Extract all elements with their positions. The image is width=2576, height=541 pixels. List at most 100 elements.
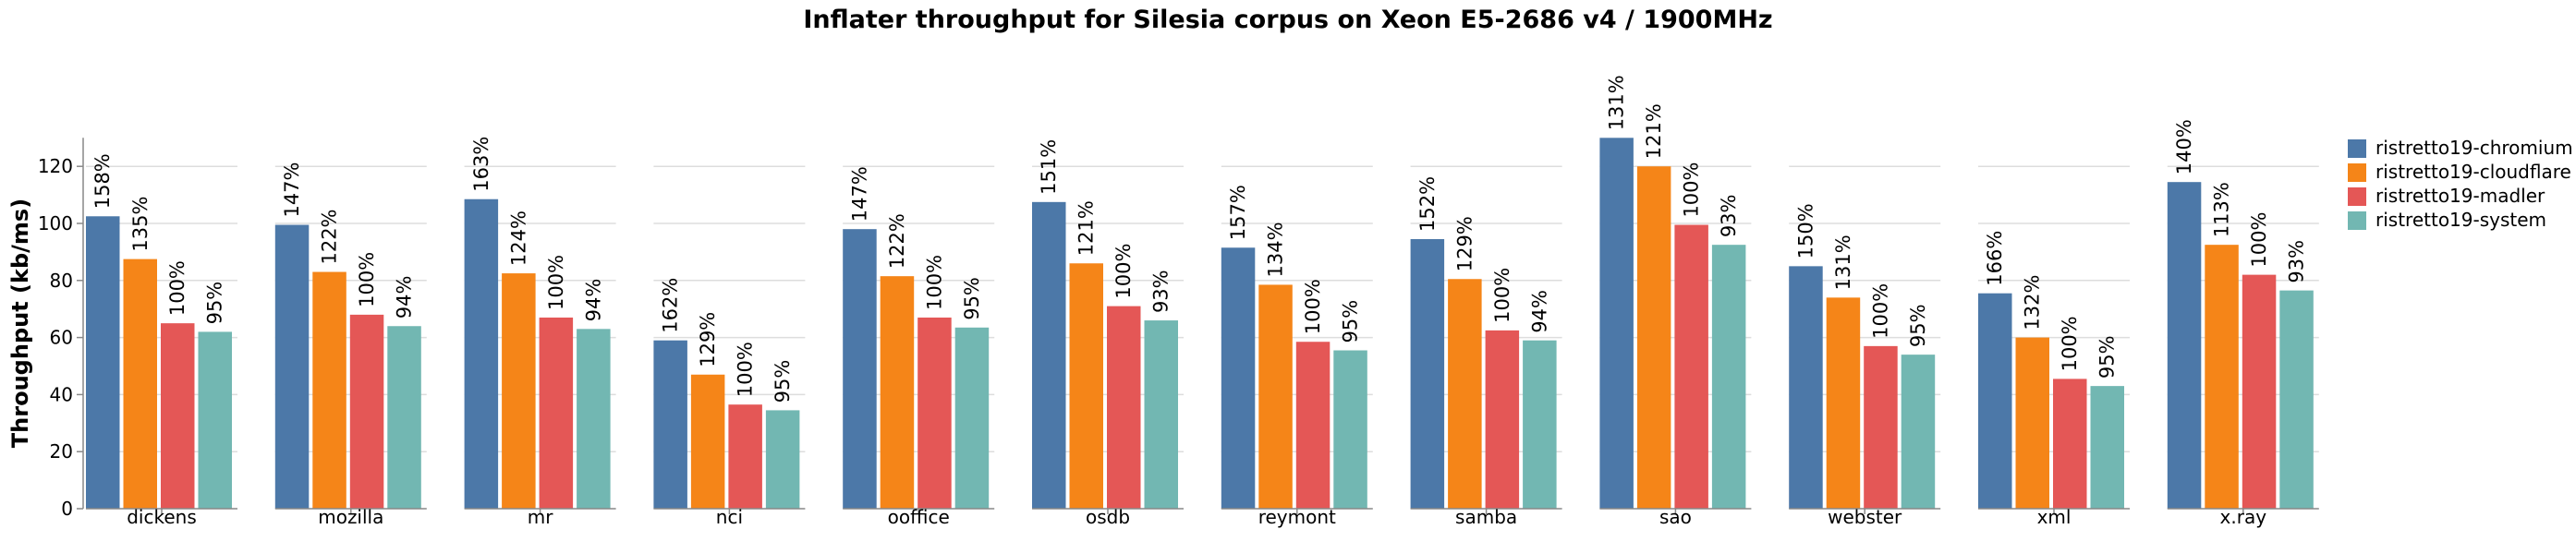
- bar-value-label: 100%: [2248, 212, 2270, 268]
- bar: [349, 314, 384, 509]
- bar-value-label: 124%: [507, 210, 529, 266]
- bar-value-label: 94%: [582, 279, 604, 322]
- category-label: webster: [1828, 506, 1902, 528]
- bar-value-label: 100%: [1681, 162, 1703, 217]
- bar-value-label: 129%: [697, 312, 719, 367]
- y-tick-label: 60: [50, 327, 73, 349]
- legend-label: ristretto19-chromium: [2376, 137, 2573, 159]
- bar: [765, 410, 800, 509]
- bar: [577, 329, 611, 509]
- bar: [2090, 386, 2124, 509]
- y-tick-label: 100: [38, 212, 73, 234]
- bar-value-label: 100%: [923, 255, 945, 310]
- bar: [198, 331, 232, 509]
- y-tick-label: 80: [50, 270, 73, 292]
- bar: [2279, 290, 2314, 509]
- bar: [2053, 379, 2087, 509]
- category-label: reymont: [1258, 506, 1336, 528]
- bar: [1258, 284, 1293, 509]
- y-tick-label: 40: [50, 383, 73, 405]
- legend-label: ristretto19-system: [2376, 209, 2546, 231]
- legend-swatch: [2348, 187, 2366, 206]
- bar-value-label: 152%: [1416, 176, 1439, 232]
- bar: [387, 326, 421, 509]
- bar: [274, 224, 310, 510]
- bar: [464, 198, 499, 510]
- bar: [502, 273, 536, 509]
- bar: [2242, 274, 2277, 509]
- legend-swatch: [2348, 163, 2366, 182]
- category-label: x.ray: [2220, 506, 2267, 528]
- bar-value-label: 113%: [2211, 182, 2233, 237]
- bar-value-label: 151%: [1038, 139, 1060, 195]
- bar-value-label: 147%: [848, 166, 870, 222]
- bar-value-label: 100%: [1869, 283, 1891, 339]
- bar-value-label: 131%: [1606, 75, 1628, 130]
- bar-value-label: 95%: [961, 277, 983, 320]
- bar-value-label: 95%: [772, 360, 794, 403]
- legend: ristretto19-chromiumristretto19-cloudfla…: [2348, 137, 2573, 231]
- category-label: mr: [528, 506, 553, 528]
- bar: [954, 327, 990, 509]
- category-label: osdb: [1086, 506, 1130, 528]
- bar: [1789, 266, 1823, 509]
- bar: [1221, 247, 1256, 509]
- bar-value-label: 122%: [319, 209, 341, 264]
- bar-value-label: 163%: [470, 137, 492, 192]
- bar: [2205, 245, 2239, 509]
- bar: [1901, 355, 1936, 509]
- bar: [880, 276, 915, 509]
- bar-value-label: 100%: [1302, 279, 1324, 334]
- bar-value-label: 121%: [1643, 103, 1665, 159]
- bar: [1978, 293, 2012, 509]
- bar: [2015, 337, 2049, 509]
- bar-value-label: 94%: [1528, 290, 1550, 333]
- bar-value-label: 132%: [2022, 275, 2044, 331]
- bar-value-label: 93%: [1718, 194, 1740, 237]
- bar-value-label: 95%: [204, 282, 226, 325]
- bar-value-label: 122%: [886, 213, 908, 269]
- bar-value-label: 121%: [1075, 200, 1098, 256]
- category-label: nci: [716, 506, 743, 528]
- category-label: ooffice: [888, 506, 950, 528]
- legend-label: ristretto19-madler: [2376, 185, 2546, 207]
- bar: [312, 271, 346, 509]
- chart-title: Inflater throughput for Silesia corpus o…: [803, 6, 1772, 34]
- legend-label: ristretto19-cloudflare: [2376, 161, 2571, 183]
- legend-swatch: [2348, 211, 2366, 230]
- category-label: mozilla: [318, 506, 383, 528]
- bar: [1485, 330, 1520, 509]
- bar-value-label: 100%: [1112, 244, 1135, 299]
- bar-value-label: 135%: [129, 197, 152, 252]
- bar: [1599, 138, 1634, 510]
- bar: [2167, 182, 2202, 509]
- bar: [1711, 245, 1746, 509]
- category-label: samba: [1455, 506, 1517, 528]
- bar: [1069, 263, 1103, 509]
- bar: [917, 317, 952, 509]
- bar: [1295, 342, 1331, 509]
- bar: [1333, 350, 1367, 509]
- bar: [690, 374, 725, 509]
- bar-value-label: 162%: [660, 278, 682, 333]
- category-label: dickens: [127, 506, 197, 528]
- bar-value-label: 100%: [166, 260, 188, 316]
- bar-value-label: 95%: [1907, 304, 1929, 347]
- bar-value-label: 134%: [1265, 222, 1287, 277]
- bar-value-label: 147%: [281, 162, 303, 217]
- bar: [1107, 306, 1141, 509]
- bar-value-label: 100%: [735, 342, 757, 397]
- bar-value-label: 95%: [2096, 335, 2119, 379]
- bar: [1144, 320, 1178, 509]
- bar-value-label: 95%: [1340, 300, 1362, 343]
- bar: [1032, 201, 1066, 509]
- plot-area: 0 20 40 60 80 100 120 158% 135% 100% 95% dickens 147…: [38, 75, 2319, 528]
- bar-value-label: 100%: [356, 252, 378, 307]
- bar-value-label: 157%: [1227, 185, 1249, 240]
- bar: [1523, 340, 1557, 509]
- bar: [653, 340, 687, 509]
- bar-value-label: 129%: [1453, 216, 1476, 271]
- bar: [1674, 224, 1708, 510]
